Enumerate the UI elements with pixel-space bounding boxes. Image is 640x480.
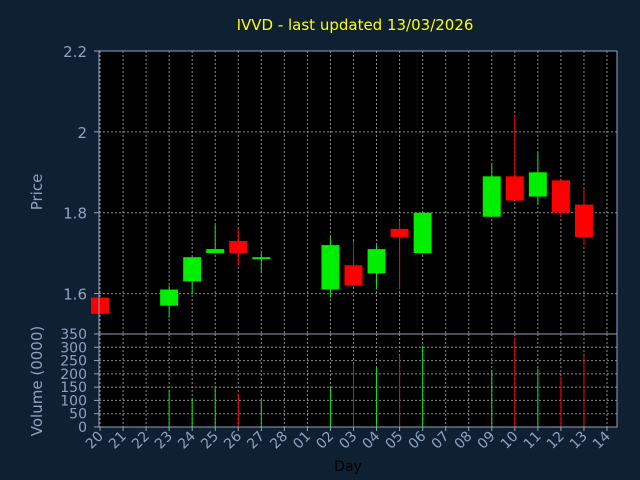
candle-body	[574, 204, 593, 237]
candle-body	[206, 249, 225, 254]
x-axis-label: Day	[334, 459, 362, 475]
candle-body	[252, 257, 271, 260]
candle-body	[344, 265, 363, 286]
price-axis-label: Price	[28, 174, 46, 211]
chart-title: IVVD - last updated 13/03/2026	[237, 16, 474, 34]
candle-body	[482, 176, 501, 217]
candle-body	[229, 241, 248, 254]
volume-tick-label: 50	[69, 407, 87, 423]
candle-body	[551, 180, 570, 213]
volume-tick-label: 350	[60, 327, 87, 343]
price-tick-label: 1.8	[63, 205, 87, 223]
price-tick-label: 1.6	[63, 286, 87, 304]
volume-plot-area	[99, 334, 617, 427]
candle-body	[505, 176, 524, 201]
price-panel: 1.6 1.8 2 2.2	[63, 43, 618, 335]
volume-frame	[98, 333, 618, 428]
volume-tick-label: 150	[60, 380, 87, 396]
candle-body	[390, 228, 409, 237]
volume-axis-label: Volume (0000)	[28, 326, 46, 436]
volume-tick-label: 250	[60, 354, 87, 370]
volume-tick-label: 300	[60, 340, 87, 356]
volume-tick-label: 0	[78, 420, 87, 436]
candle-body	[183, 257, 202, 282]
candle-body	[528, 172, 547, 197]
candle-body	[413, 212, 432, 254]
price-tick-label: 2	[77, 124, 87, 142]
volume-tick-label: 100	[60, 393, 87, 409]
candle-body	[91, 297, 109, 314]
candle-body	[321, 245, 340, 290]
price-tick-label: 2.2	[63, 43, 87, 61]
candle-body	[367, 249, 386, 274]
x-axis: 20 21 22 23 24 25 26 27 28 01 02 03 04 05 06 07 08 09 10 11…	[83, 427, 614, 452]
volume-tick-label: 200	[60, 367, 87, 383]
candle-body	[160, 289, 179, 306]
